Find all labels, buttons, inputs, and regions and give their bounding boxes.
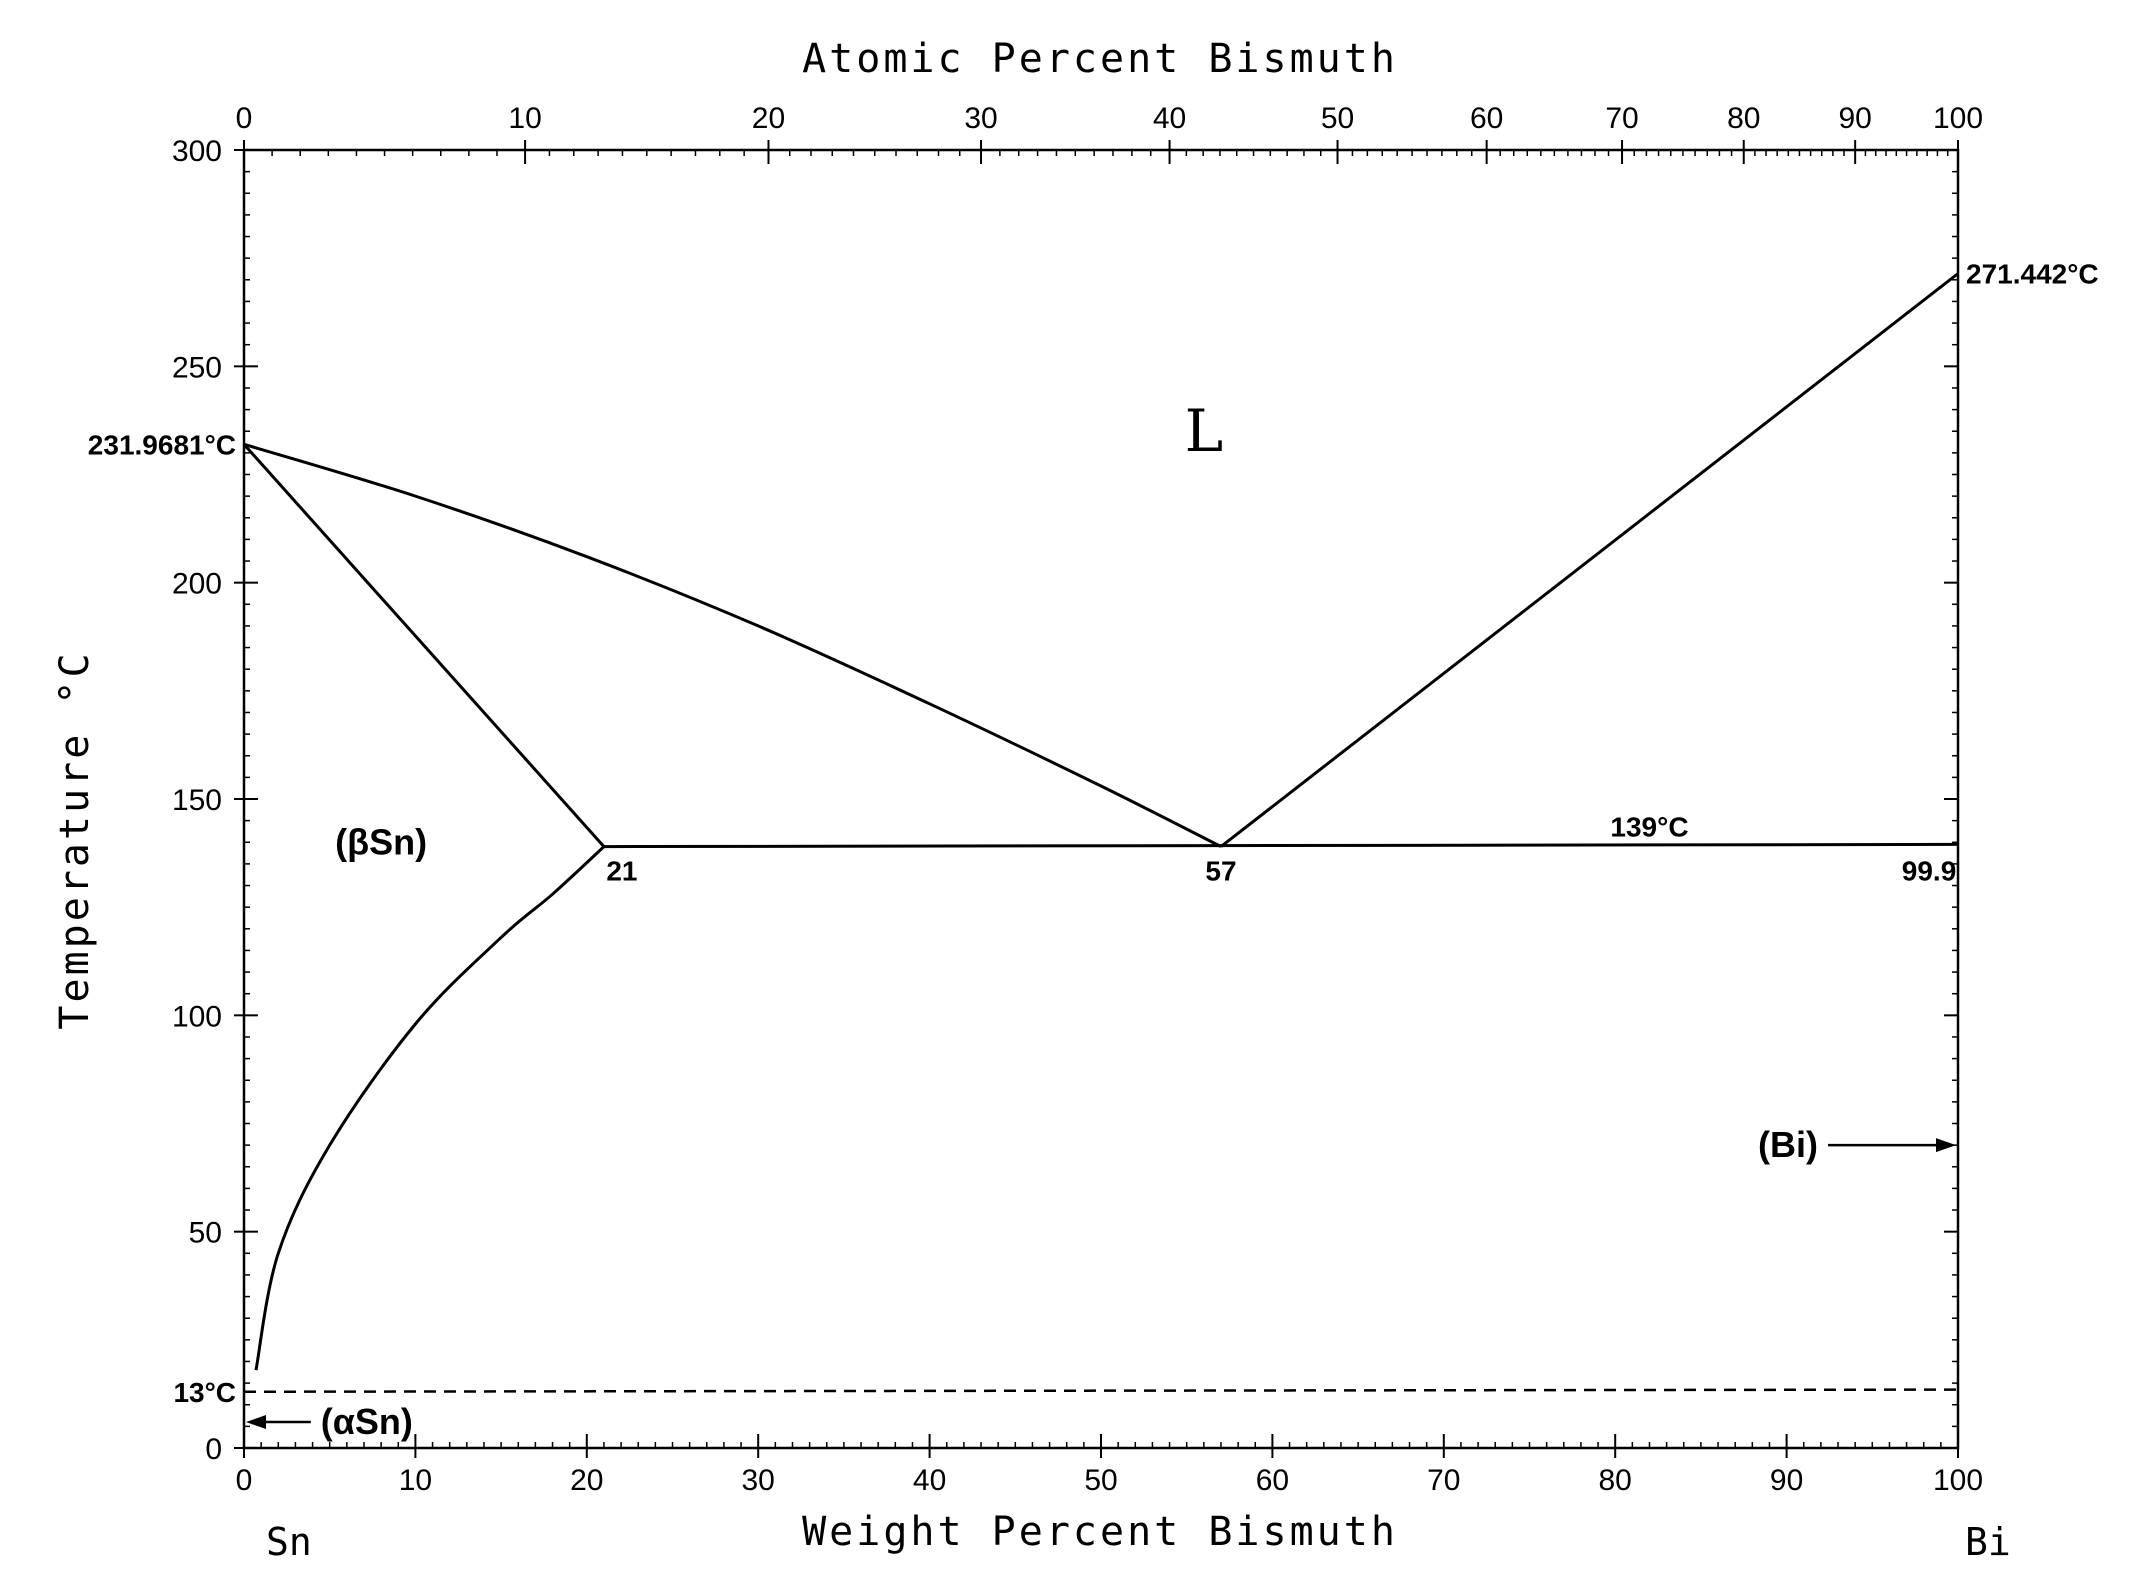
x-tick-label: 30 — [742, 1464, 775, 1497]
series-layer — [242, 272, 1959, 1430]
temperature-label: 13°C — [173, 1377, 236, 1408]
phase-label-bi: (Bi) — [1758, 1124, 1818, 1165]
y-tick-label: 200 — [172, 568, 222, 601]
x-tick-label: 60 — [1256, 1464, 1289, 1497]
temperature-label: 139°C — [1610, 812, 1688, 843]
major-ticks — [234, 140, 1959, 1458]
y-tick-label: 100 — [172, 1000, 222, 1033]
label-layer: 0 10 20 30 40 50 60 70 80 90 100050100150200250300… — [88, 102, 2099, 1497]
minor-ticks — [244, 150, 1958, 1448]
top-tick-label: 50 — [1321, 102, 1354, 135]
composition-label: 99.9 — [1902, 856, 1957, 887]
x-tick-label: 70 — [1427, 1464, 1460, 1497]
top-tick-label: 90 — [1838, 102, 1871, 135]
top-tick-label: 100 — [1933, 102, 1983, 135]
series-line-liquidus-sn-side — [243, 442, 1222, 848]
top-tick-label: 30 — [964, 102, 997, 135]
composition-label: 21 — [606, 856, 637, 887]
y-tick-label: 150 — [172, 784, 222, 817]
x-tick-label: 80 — [1599, 1464, 1632, 1497]
top-tick-label: 70 — [1605, 102, 1638, 135]
temperature-label: 231.9681°C — [88, 429, 236, 460]
y-tick-label: 300 — [172, 135, 222, 168]
plot-frame — [242, 148, 1960, 1450]
y-axis-title: Temperature °C — [52, 650, 98, 1029]
series-line--sn-sn-transition — [243, 1388, 1959, 1393]
top-tick-label: 40 — [1153, 102, 1186, 135]
composition-label: 57 — [1205, 856, 1236, 887]
phase-label-liquid: L — [1185, 397, 1224, 465]
x-tick-label: 40 — [913, 1464, 946, 1497]
y-tick-label: 50 — [189, 1217, 222, 1250]
series-line-eutectic-isotherm — [603, 842, 1959, 849]
y-tick-label: 0 — [205, 1433, 222, 1466]
x-tick-label: 0 — [236, 1464, 253, 1497]
x-tick-label: 100 — [1933, 1464, 1983, 1497]
top-tick-label: 10 — [508, 102, 541, 135]
series-line-solvus-sn — [254, 845, 605, 1371]
x-tick-label: 90 — [1770, 1464, 1803, 1497]
top-axis-title: Atomic Percent Bismuth — [802, 36, 1398, 82]
bi-arrow-head — [1936, 1138, 1956, 1153]
series-line-solidus-sn — [242, 443, 606, 848]
x-tick-label: 50 — [1084, 1464, 1117, 1497]
series-line-liquidus-bi-side — [1220, 272, 1959, 848]
x-tick-label: 10 — [399, 1464, 432, 1497]
top-tick-label: 20 — [752, 102, 785, 135]
x-tick-label: 20 — [570, 1464, 603, 1497]
end-label-bi: Bi — [1965, 1520, 2011, 1564]
top-tick-label: 80 — [1727, 102, 1760, 135]
alpha-sn-arrow-head — [246, 1415, 266, 1430]
x-axis-title: Weight Percent Bismuth — [802, 1509, 1398, 1555]
temperature-label: 271.442°C — [1966, 259, 2099, 290]
y-tick-label: 250 — [172, 351, 222, 384]
end-label-sn: Sn — [266, 1520, 312, 1564]
top-tick-label: 0 — [236, 102, 253, 135]
top-tick-label: 60 — [1470, 102, 1503, 135]
phase-label-alpha-sn: (αSn) — [321, 1401, 413, 1442]
phase-label-beta-sn: (βSn) — [335, 821, 427, 862]
